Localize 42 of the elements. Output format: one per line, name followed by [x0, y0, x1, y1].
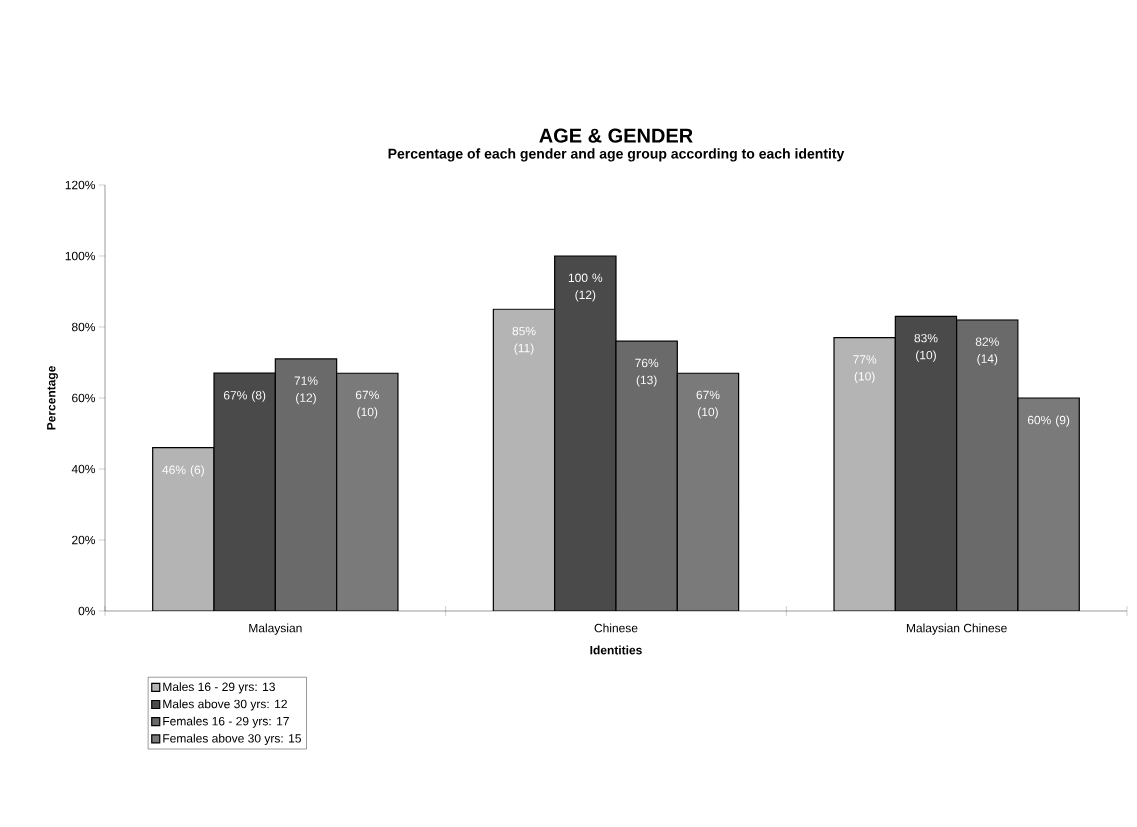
legend-label: Females above 30 yrs: 15 — [163, 733, 301, 745]
data-label: 46% (6) — [162, 465, 204, 477]
bar — [554, 255, 617, 611]
bar — [833, 337, 896, 611]
data-label: 77% (10) — [853, 355, 877, 383]
bar — [1017, 397, 1080, 611]
bar — [152, 447, 215, 611]
data-label: 85% (11) — [512, 326, 536, 355]
y-tick-label: 40% — [71, 464, 96, 474]
bar — [274, 358, 338, 611]
data-label: 82% (14) — [975, 337, 999, 366]
x-tick-label: Chinese — [594, 623, 638, 633]
x-tick-label: Malaysian Chinese — [906, 623, 1007, 635]
data-label: 67% (8) — [223, 390, 266, 402]
data-label: 100 % (12) — [568, 273, 603, 302]
y-tick-label: 120% — [65, 180, 96, 190]
data-label: 83% (10) — [914, 333, 938, 362]
bar — [336, 372, 399, 611]
x-tick-label: Malaysian — [249, 623, 302, 635]
legend-label: Males 16 - 29 yrs: 13 — [163, 682, 275, 694]
bar — [894, 315, 958, 611]
y-tick-label: 100% — [65, 251, 96, 261]
bar — [676, 372, 740, 611]
data-label: 60% (9) — [1027, 415, 1070, 427]
data-label: 67% (10) — [696, 390, 720, 419]
y-tick-label: 80% — [71, 322, 96, 332]
data-label: 67% (10) — [355, 390, 379, 419]
data-label: 71% (12) — [294, 376, 318, 405]
bar — [213, 372, 276, 611]
y-axis-title: Percentage — [47, 366, 58, 430]
y-tick-label: 60% — [72, 393, 96, 403]
y-tick-label: 20% — [72, 535, 96, 545]
bar — [615, 340, 678, 611]
chart-title: AGE & GENDER — [539, 128, 693, 143]
x-axis-title: Identities — [590, 645, 642, 655]
y-tick-label: 0% — [78, 606, 96, 616]
data-label: 76% (13) — [635, 358, 659, 387]
bar — [492, 308, 556, 611]
legend-label: Males above 30 yrs: 12 — [163, 699, 287, 711]
bar — [956, 319, 1019, 611]
legend-label: Females 16 - 29 yrs: 17 — [163, 716, 289, 728]
chart-subtitle: Percentage of each gender and age group according to each identity — [388, 148, 845, 162]
